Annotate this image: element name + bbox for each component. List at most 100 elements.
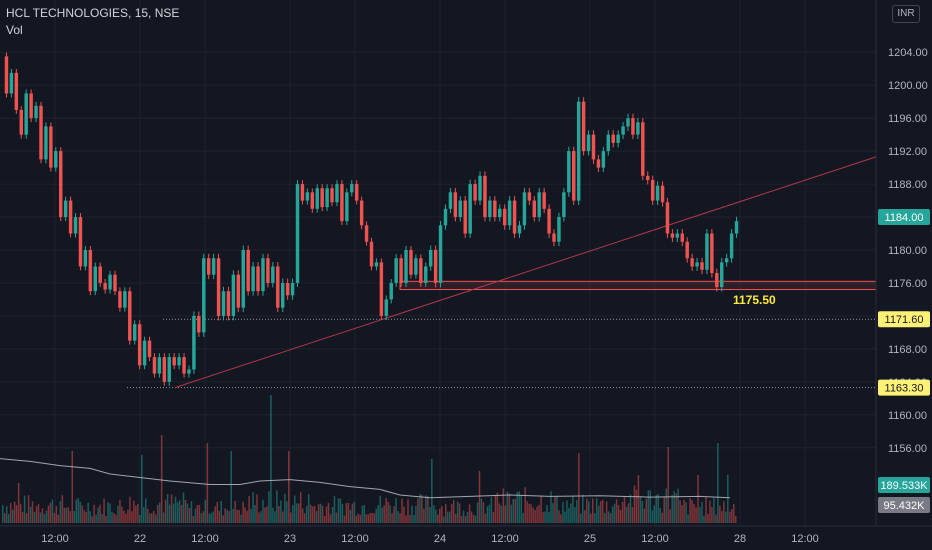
volume-bar xyxy=(661,512,664,523)
volume-bar xyxy=(143,507,145,523)
symbol-title[interactable]: HCL TECHNOLOGIES, 15, NSE xyxy=(6,6,180,20)
volume-bar xyxy=(103,498,105,523)
candle-body xyxy=(606,134,611,152)
volume-bar xyxy=(347,502,350,523)
volume-bar xyxy=(733,504,735,523)
volume-bar xyxy=(131,511,133,523)
volume-bar xyxy=(147,508,149,523)
volume-bar xyxy=(53,512,56,523)
price-tick-label: 1204.00 xyxy=(888,47,928,59)
candle-body xyxy=(394,258,398,283)
volume-bar xyxy=(188,507,191,523)
candle-body xyxy=(54,151,58,168)
volume-bar xyxy=(190,501,193,523)
candle-body xyxy=(152,357,157,374)
volume-bar xyxy=(21,511,24,523)
time-tick-label: 12:00 xyxy=(491,533,519,545)
volume-indicator-label[interactable]: Vol xyxy=(6,23,23,37)
currency-badge[interactable]: INR xyxy=(892,5,920,23)
volume-bar xyxy=(488,504,491,523)
volume-bar xyxy=(526,501,528,523)
volume-bar xyxy=(472,514,475,523)
volume-bar xyxy=(633,485,636,523)
candle-body xyxy=(325,188,329,208)
volume-bar xyxy=(683,499,685,523)
candle-body xyxy=(310,192,315,209)
volume-bar xyxy=(433,505,435,523)
candle-body xyxy=(330,188,334,203)
volume-bar xyxy=(611,506,614,523)
volume-bar xyxy=(657,493,660,523)
candle-body xyxy=(73,217,78,234)
candle-body xyxy=(276,266,280,308)
volume-bar xyxy=(333,495,336,523)
volume-bar xyxy=(99,504,101,523)
candle-body xyxy=(192,315,196,370)
volume-bar xyxy=(641,501,644,523)
time-tick-label: 22 xyxy=(134,533,146,545)
volume-bar xyxy=(319,503,322,523)
volume-bar xyxy=(538,504,540,523)
volume-bar xyxy=(685,502,687,523)
volume-bar xyxy=(226,509,228,523)
volume-bar xyxy=(629,494,632,523)
candle-body xyxy=(39,105,43,160)
volume-bar xyxy=(701,501,703,523)
volume-bar xyxy=(353,501,356,523)
candle-body xyxy=(4,56,9,94)
volume-bar xyxy=(216,502,219,523)
candle-body xyxy=(266,258,270,283)
volume-bar xyxy=(335,512,338,523)
volume-bar xyxy=(468,504,471,523)
volume-bar xyxy=(516,492,518,523)
volume-bar xyxy=(655,495,658,523)
volume-bar xyxy=(663,496,665,523)
candle-body xyxy=(650,179,655,201)
volume-bar xyxy=(397,511,399,523)
candle-body xyxy=(547,208,551,234)
candle-body xyxy=(261,258,265,292)
candle-body xyxy=(59,151,63,218)
volume-bar xyxy=(208,513,211,523)
volume-bar xyxy=(558,510,560,523)
volume-bar xyxy=(590,513,592,523)
volume-bar xyxy=(431,459,433,523)
candle-body xyxy=(285,282,290,296)
volume-bar xyxy=(45,510,48,523)
volume-bar xyxy=(651,510,654,523)
candle-body xyxy=(675,233,680,238)
time-tick-label: 12:00 xyxy=(191,533,219,545)
volume-bar xyxy=(429,507,431,523)
volume-bar xyxy=(496,492,499,523)
volume-bar xyxy=(534,509,536,523)
volume-bar xyxy=(145,498,147,523)
volume-bar xyxy=(595,498,598,523)
volume-bar xyxy=(311,506,314,523)
candle-body xyxy=(685,241,689,259)
volume-bar xyxy=(297,503,300,523)
volume-bar xyxy=(230,451,232,523)
volume-bar xyxy=(206,443,209,523)
volume-bar xyxy=(262,499,264,523)
volume-bar xyxy=(37,503,40,523)
volume-bar xyxy=(109,503,111,523)
volume-bar xyxy=(250,508,252,523)
volume-bar xyxy=(486,506,489,523)
candle-body xyxy=(537,192,541,218)
volume-bar xyxy=(252,492,254,523)
volume-bar xyxy=(637,475,640,523)
volume-bar xyxy=(723,501,725,523)
level-price-label-bg xyxy=(878,379,930,396)
volume-bar xyxy=(617,504,620,523)
volume-bar xyxy=(242,501,244,523)
volume-bar xyxy=(184,499,187,523)
candle-body xyxy=(478,175,482,201)
volume-bar xyxy=(194,508,197,523)
volume-bar xyxy=(375,508,377,523)
volume-bar xyxy=(444,504,447,523)
volume-bar xyxy=(121,506,123,523)
candle-body xyxy=(123,291,127,308)
volume-bar xyxy=(210,512,213,523)
volume-bar xyxy=(631,507,634,523)
